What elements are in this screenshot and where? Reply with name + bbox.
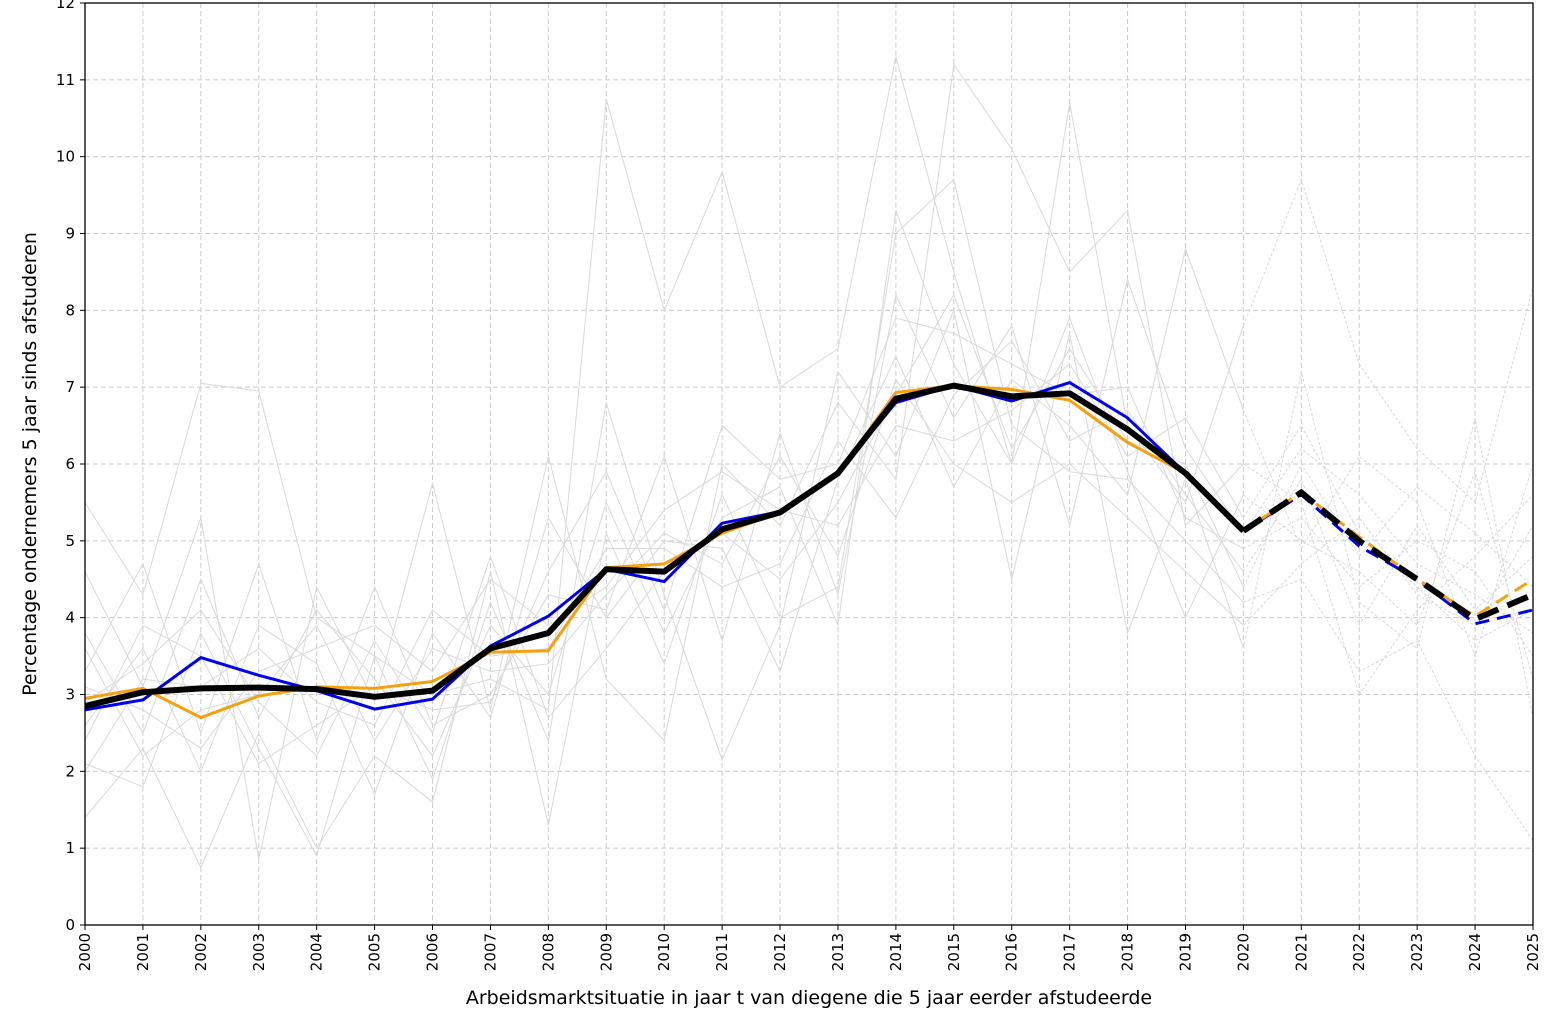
x-tick-label: 2020 bbox=[1234, 933, 1252, 971]
x-tick-label: 2015 bbox=[945, 933, 963, 971]
x-tick-label: 2010 bbox=[655, 933, 673, 971]
background-series-line bbox=[84, 363, 1244, 749]
x-tick-label: 2023 bbox=[1408, 933, 1426, 971]
background-series-forecast bbox=[1243, 517, 1534, 657]
x-tick-label: 2006 bbox=[424, 933, 442, 971]
y-tick-label: 11 bbox=[56, 71, 75, 89]
x-tick-label: 2019 bbox=[1176, 933, 1194, 971]
background-series-line bbox=[84, 178, 1244, 869]
background-series-forecast bbox=[1242, 410, 1534, 658]
y-tick-label: 1 bbox=[65, 839, 75, 857]
background-series-forecast bbox=[1242, 178, 1534, 504]
background-series bbox=[84, 56, 1534, 869]
background-series-forecast bbox=[1242, 478, 1534, 627]
background-series-forecast bbox=[1242, 371, 1534, 718]
x-tick-label: 2021 bbox=[1292, 933, 1310, 971]
x-tick-label: 2002 bbox=[192, 933, 210, 971]
y-tick-label: 6 bbox=[65, 455, 75, 473]
y-tick-label: 9 bbox=[65, 225, 75, 243]
background-series-forecast bbox=[1242, 462, 1534, 588]
x-tick-label: 2008 bbox=[539, 933, 557, 971]
x-tick-label: 2004 bbox=[308, 933, 326, 971]
background-series-forecast bbox=[1243, 578, 1534, 841]
x-tick-label: 2016 bbox=[1003, 933, 1021, 971]
series-line-gemiddelde bbox=[84, 382, 1246, 709]
background-series-line bbox=[84, 247, 1244, 796]
x-tick-label: 2003 bbox=[250, 933, 268, 971]
background-series-line bbox=[84, 378, 1244, 757]
y-tick-label: 12 bbox=[56, 0, 75, 12]
background-series-forecast bbox=[1242, 447, 1534, 634]
x-tick-label: 2001 bbox=[134, 933, 152, 971]
series-forecast-oranje bbox=[1242, 490, 1534, 618]
x-tick-label: 2018 bbox=[1119, 933, 1137, 971]
background-series-forecast bbox=[1243, 470, 1534, 680]
y-tick-label: 0 bbox=[65, 916, 75, 934]
y-tick-label: 3 bbox=[65, 686, 75, 704]
x-tick-label: 2007 bbox=[481, 933, 499, 971]
background-series-forecast bbox=[1243, 517, 1534, 627]
x-tick-label: 2022 bbox=[1350, 933, 1368, 971]
background-series-line bbox=[84, 277, 1244, 743]
y-tick-label: 7 bbox=[65, 378, 75, 396]
background-series-line bbox=[84, 317, 1244, 765]
background-series-line bbox=[84, 63, 1244, 860]
y-tick-label: 5 bbox=[65, 532, 75, 550]
y-tick-label: 10 bbox=[56, 148, 75, 166]
background-series-line bbox=[84, 56, 1244, 711]
x-tick-label: 2014 bbox=[887, 933, 905, 971]
background-series-line bbox=[84, 308, 1244, 858]
grid bbox=[84, 2, 1534, 926]
y-tick-label: 4 bbox=[65, 609, 75, 627]
background-series-forecast bbox=[1243, 463, 1534, 696]
x-tick-label: 2009 bbox=[597, 933, 615, 971]
series-line-blauw bbox=[84, 381, 1245, 712]
x-tick-label: 2005 bbox=[366, 933, 384, 971]
x-tick-label: 2017 bbox=[1061, 933, 1079, 971]
x-ticks: 2000 2001 2002 2003 2004 2005 2006 2007 2008 2009… bbox=[76, 925, 1542, 971]
series-forecast-gemiddelde bbox=[1241, 488, 1535, 623]
x-tick-label: 2024 bbox=[1466, 933, 1484, 971]
x-tick-label: 2000 bbox=[76, 933, 94, 971]
y-axis-label: Percentage ondernemers 5 jaar sinds afst… bbox=[19, 232, 41, 696]
x-axis-label: Arbeidsmarktsituatie in jaar t van diege… bbox=[466, 987, 1152, 1009]
x-tick-label: 2012 bbox=[771, 933, 789, 971]
main-series bbox=[84, 381, 1535, 720]
y-tick-label: 2 bbox=[65, 762, 75, 780]
background-series-line bbox=[84, 340, 1244, 772]
x-tick-label: 2025 bbox=[1524, 933, 1542, 971]
x-tick-label: 2011 bbox=[713, 933, 731, 971]
y-tick-label: 8 bbox=[65, 301, 75, 319]
x-tick-label: 2013 bbox=[829, 933, 847, 971]
